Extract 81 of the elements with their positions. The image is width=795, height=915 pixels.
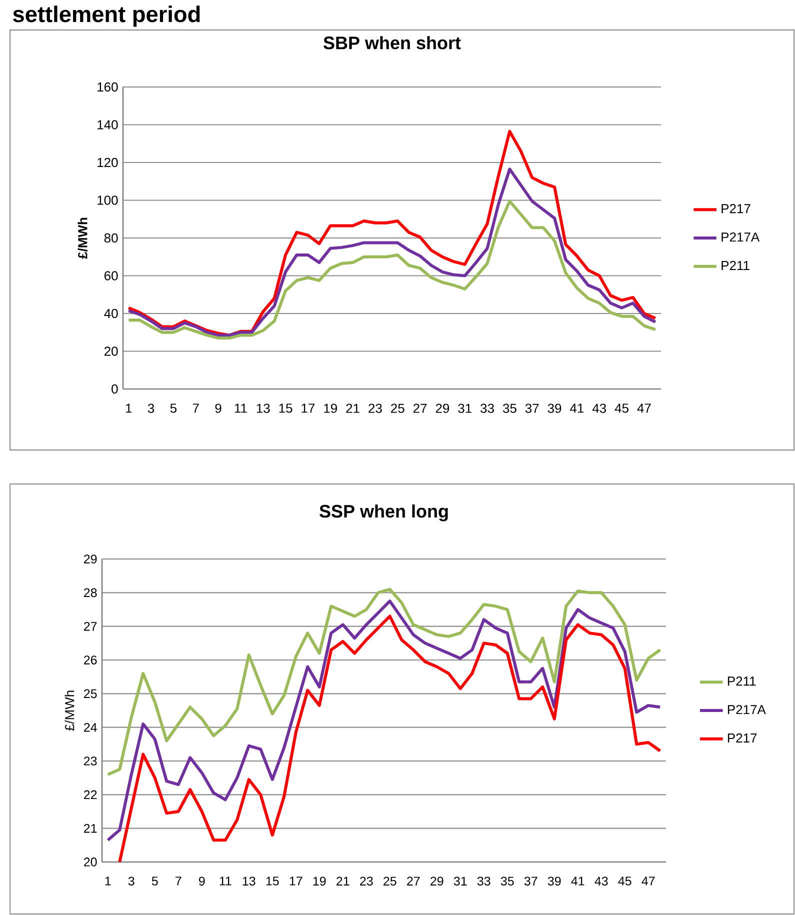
x-tick-label: 43: [594, 876, 608, 886]
x-tick-label: 1: [126, 404, 132, 413]
text: settlement period: [13, 6, 200, 27]
y-tick-label: 23: [84, 756, 97, 766]
y-tick-label: 26: [84, 656, 97, 664]
x-tick-label: 31: [454, 876, 467, 886]
x-tick-label: 23: [368, 404, 382, 413]
y-tick-label: 25: [84, 689, 97, 698]
y-axis-title: £/MWh: [78, 218, 88, 259]
y-tick-label: 27: [84, 622, 97, 631]
line-series: [106, 588, 662, 776]
y-tick-label: 28: [84, 588, 97, 598]
chart-title: SSP when long: [320, 504, 448, 522]
y-tick-label: 21: [84, 824, 97, 833]
x-tick-label: 45: [618, 876, 632, 886]
y-tick-label: 80: [104, 233, 118, 243]
x-tick-label: 13: [242, 876, 256, 886]
y-tick-label: 22: [84, 790, 97, 800]
chart-title: SBP when short: [324, 36, 461, 50]
y-tick-label: 20: [104, 346, 118, 356]
x-tick-label: 43: [592, 404, 606, 413]
x-tick-label: 29: [430, 876, 444, 886]
x-tick-label: 33: [480, 404, 494, 413]
y-axis-title: £/MWh: [64, 690, 74, 731]
line-series: [118, 614, 662, 862]
x-tick-label: 31: [458, 404, 472, 413]
x-tick-label: 27: [407, 876, 420, 886]
x-tick-label: 19: [313, 876, 326, 886]
x-tick-label: 39: [548, 404, 562, 413]
x-tick-label: 41: [570, 404, 584, 413]
x-tick-label: 9: [198, 876, 205, 886]
x-tick-label: 47: [642, 876, 655, 886]
x-tick-label: 41: [571, 876, 584, 886]
line-series: [106, 600, 662, 842]
legend-label: P217: [722, 204, 750, 214]
x-tick-label: 39: [548, 876, 561, 886]
x-tick-label: 23: [360, 876, 373, 886]
legend-label: P217A: [728, 704, 766, 714]
x-tick-label: 11: [220, 876, 232, 886]
x-tick-label: 35: [500, 876, 514, 886]
x-tick-label: 37: [525, 404, 539, 413]
x-tick-label: 19: [324, 404, 337, 413]
x-tick-label: 21: [336, 876, 350, 886]
x-tick-label: 27: [413, 404, 427, 413]
y-tick-label: 40: [104, 308, 118, 318]
y-tick-label: 0: [112, 384, 118, 394]
legend-label: P217: [728, 733, 757, 742]
x-tick-label: 25: [384, 876, 396, 886]
x-tick-label: 3: [148, 404, 154, 413]
x-tick-label: 15: [279, 404, 292, 413]
y-tick-label: 120: [98, 158, 118, 168]
y-tick-label: 29: [84, 554, 97, 564]
x-tick-label: 3: [128, 876, 134, 886]
x-tick-label: 9: [215, 404, 222, 413]
legend-label: P211: [722, 260, 750, 270]
x-tick-label: 15: [266, 876, 279, 886]
y-tick-label: 100: [98, 196, 118, 205]
x-tick-label: 29: [436, 404, 450, 413]
x-tick-label: 7: [192, 404, 199, 413]
x-tick-label: 47: [637, 404, 651, 413]
y-tick-label: 140: [98, 120, 118, 130]
y-tick-label: 20: [84, 858, 97, 866]
y-tick-label: 24: [84, 722, 97, 732]
x-tick-label: 33: [477, 876, 490, 886]
x-tick-label: 45: [614, 404, 628, 413]
x-tick-label: 1: [105, 876, 111, 886]
x-tick-label: 21: [346, 404, 360, 413]
x-tick-label: 35: [502, 404, 516, 413]
x-tick-label: 7: [176, 876, 182, 886]
x-tick-label: 37: [524, 876, 538, 886]
x-tick-label: 17: [302, 404, 315, 413]
y-tick-label: 160: [98, 82, 118, 92]
x-tick-label: 11: [234, 404, 247, 413]
x-tick-label: 17: [290, 876, 302, 886]
x-tick-label: 25: [391, 404, 404, 413]
x-tick-label: 5: [152, 876, 158, 886]
legend-label: P217A: [722, 232, 760, 242]
x-tick-label: 13: [256, 404, 270, 413]
x-tick-label: 5: [170, 404, 177, 413]
legend-label: P211: [728, 676, 756, 686]
y-tick-label: 60: [104, 271, 118, 280]
